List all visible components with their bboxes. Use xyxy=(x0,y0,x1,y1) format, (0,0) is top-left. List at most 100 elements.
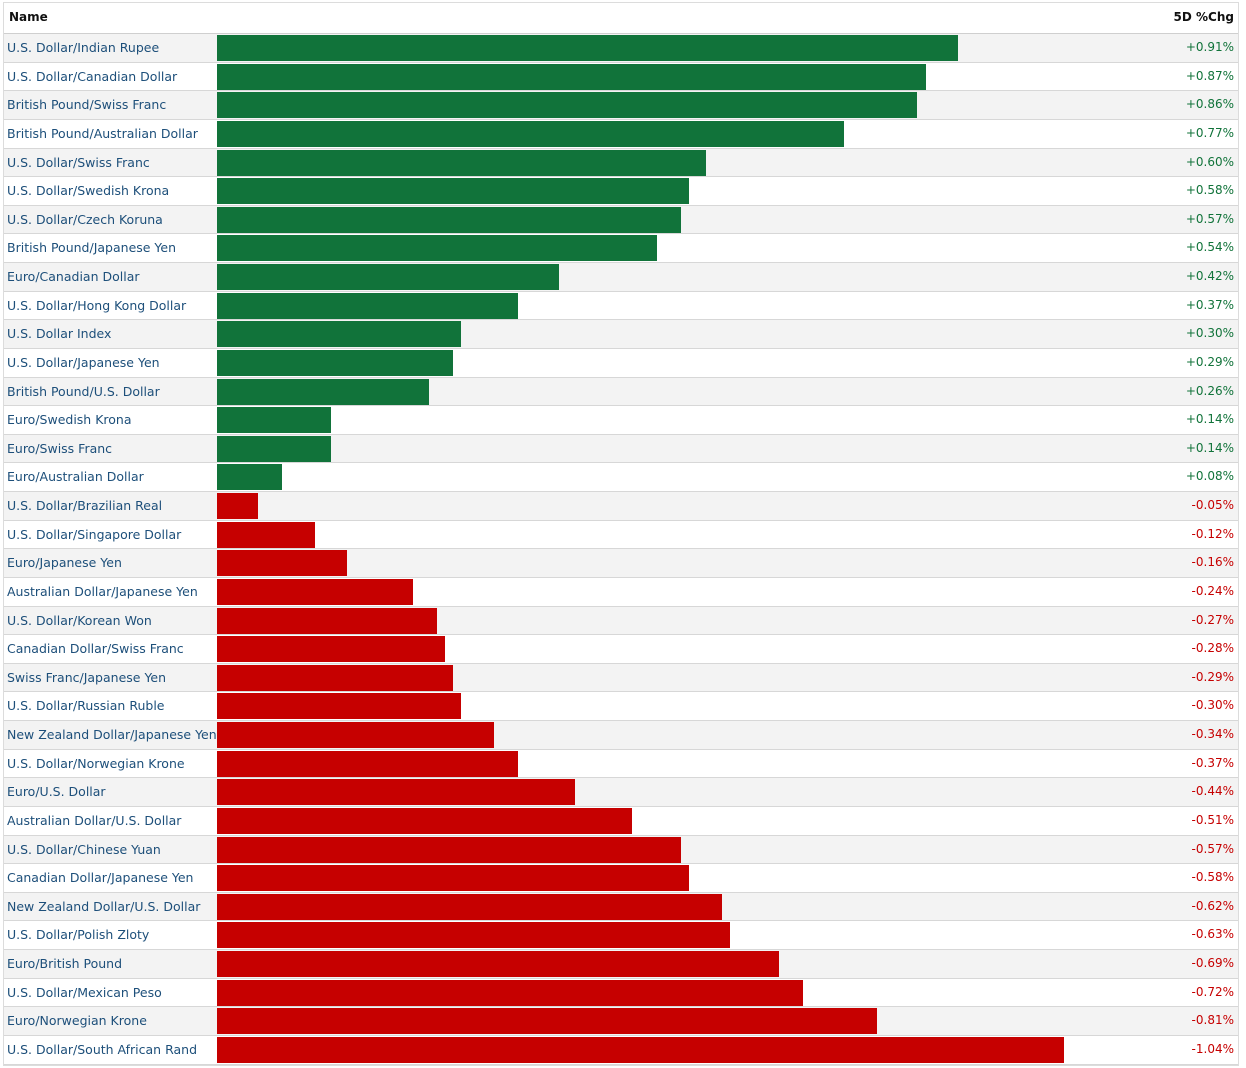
currency-pair-link[interactable]: British Pound/U.S. Dollar xyxy=(7,383,160,399)
currency-pair-link[interactable]: U.S. Dollar/Mexican Peso xyxy=(7,984,162,1000)
currency-pair-link[interactable]: New Zealand Dollar/Japanese Yen xyxy=(7,727,217,742)
change-value: -0.05% xyxy=(1191,498,1234,512)
name-column-header[interactable]: Name xyxy=(9,10,48,24)
change-value: +0.26% xyxy=(1185,383,1234,398)
currency-pair-link[interactable]: Euro/Canadian Dollar xyxy=(7,269,140,284)
currency-pair-link[interactable]: U.S. Dollar/Russian Ruble xyxy=(7,698,165,714)
change-value: +0.30% xyxy=(1185,326,1234,341)
change-bar xyxy=(217,807,633,834)
currency-pair-link[interactable]: U.S. Dollar/Canadian Dollar xyxy=(7,68,178,84)
change-value: -0.27% xyxy=(1191,612,1234,627)
change-bar xyxy=(217,607,437,634)
change-value: +0.14% xyxy=(1185,412,1234,427)
currency-pair-link[interactable]: Australian Dollar/Japanese Yen xyxy=(7,583,198,599)
currency-pair-link[interactable]: Swiss Franc/Japanese Yen xyxy=(7,669,167,685)
change-bar xyxy=(217,521,315,548)
currency-pair-link[interactable]: U.S. Dollar/Singapore Dollar xyxy=(7,526,182,542)
change-value: +0.54% xyxy=(1185,240,1234,255)
table-row: Australian Dollar/U.S. Dollar -0.51% xyxy=(4,806,1238,836)
table-row: U.S. Dollar/Norwegian Krone -0.37% xyxy=(4,749,1238,779)
change-bar xyxy=(217,865,690,892)
change-column-header[interactable]: 5D %Chg xyxy=(1173,10,1234,24)
table-row: U.S. Dollar/Indian Rupee +0.91% xyxy=(4,34,1238,63)
change-value: +0.86% xyxy=(1185,97,1234,112)
table-row: New Zealand Dollar/U.S. Dollar -0.62% xyxy=(4,892,1238,922)
currency-pair-link[interactable]: British Pound/Swiss Franc xyxy=(7,97,167,113)
currency-pair-link[interactable]: New Zealand Dollar/U.S. Dollar xyxy=(7,898,201,914)
currency-pair-link[interactable]: U.S. Dollar/Brazilian Real xyxy=(7,498,163,513)
currency-pair-link[interactable]: U.S. Dollar/Swedish Krona xyxy=(7,183,170,199)
change-bar xyxy=(217,836,682,863)
change-value: -0.81% xyxy=(1191,1013,1234,1028)
change-bar xyxy=(217,550,348,577)
currency-pair-link[interactable]: U.S. Dollar/Polish Zloty xyxy=(7,927,150,943)
table-row: U.S. Dollar/Korean Won -0.27% xyxy=(4,606,1238,636)
change-value: +0.37% xyxy=(1185,297,1234,312)
table-row: U.S. Dollar/Canadian Dollar +0.87% xyxy=(4,62,1238,92)
table-row: U.S. Dollar/Swiss Franc +0.60% xyxy=(4,148,1238,178)
change-value: +0.91% xyxy=(1185,40,1234,54)
change-value: -0.62% xyxy=(1191,898,1234,913)
change-bar xyxy=(217,206,682,233)
currency-pair-link[interactable]: Euro/Swedish Krona xyxy=(7,412,132,428)
table-row: U.S. Dollar/Swedish Krona +0.58% xyxy=(4,177,1238,206)
currency-pair-link[interactable]: U.S. Dollar Index xyxy=(7,326,112,342)
change-value: -0.34% xyxy=(1191,727,1234,741)
change-value: -0.69% xyxy=(1191,956,1234,970)
change-value: +0.29% xyxy=(1185,354,1234,369)
change-bar xyxy=(217,349,454,376)
change-bar xyxy=(217,264,560,290)
change-value: -0.29% xyxy=(1191,669,1234,684)
change-value: +0.14% xyxy=(1185,440,1234,455)
change-bar xyxy=(217,92,918,119)
performance-table: Name 5D %Chg U.S. Dollar/Indian Rupee +0.… xyxy=(3,2,1239,1066)
currency-pair-link[interactable]: British Pound/Japanese Yen xyxy=(7,240,177,256)
table-row: Swiss Franc/Japanese Yen -0.29% xyxy=(4,663,1238,693)
currency-pair-link[interactable]: Euro/Swiss Franc xyxy=(7,440,113,456)
table-row: Euro/Australian Dollar +0.08% xyxy=(4,463,1238,492)
change-value: +0.87% xyxy=(1185,68,1234,83)
change-bar xyxy=(217,1008,877,1035)
currency-pair-link[interactable]: Euro/Australian Dollar xyxy=(7,469,144,485)
currency-pair-link[interactable]: U.S. Dollar/Korean Won xyxy=(7,612,152,628)
currency-pair-link[interactable]: Euro/Norwegian Krone xyxy=(7,1013,147,1029)
change-value: -0.30% xyxy=(1191,698,1234,713)
currency-pair-link[interactable]: U.S. Dollar/Norwegian Krone xyxy=(7,755,185,771)
table-row: Euro/Japanese Yen -0.16% xyxy=(4,549,1238,578)
change-value: +0.77% xyxy=(1185,125,1234,140)
currency-pair-link[interactable]: Euro/Japanese Yen xyxy=(7,555,122,571)
currency-pair-link[interactable]: Canadian Dollar/Swiss Franc xyxy=(7,641,184,657)
currency-pair-link[interactable]: U.S. Dollar/Swiss Franc xyxy=(7,154,150,170)
table-row: U.S. Dollar/Polish Zloty -0.63% xyxy=(4,921,1238,950)
change-bar xyxy=(217,292,519,319)
currency-pair-link[interactable]: U.S. Dollar/Hong Kong Dollar xyxy=(7,297,187,313)
table-row: Euro/U.S. Dollar -0.44% xyxy=(4,778,1238,807)
change-value: -0.58% xyxy=(1191,870,1234,885)
currency-pair-link[interactable]: Canadian Dollar/Japanese Yen xyxy=(7,870,194,886)
change-value: -0.57% xyxy=(1191,841,1234,856)
currency-pair-link[interactable]: U.S. Dollar/South African Rand xyxy=(7,1041,198,1057)
change-value: -0.37% xyxy=(1191,755,1234,770)
table-header: Name 5D %Chg xyxy=(4,3,1238,34)
currency-pair-link[interactable]: U.S. Dollar/Czech Koruna xyxy=(7,211,163,227)
currency-pair-link[interactable]: U.S. Dollar/Indian Rupee xyxy=(7,40,160,55)
currency-pair-link[interactable]: Australian Dollar/U.S. Dollar xyxy=(7,812,182,828)
currency-pair-link[interactable]: Euro/British Pound xyxy=(7,956,123,971)
change-bar xyxy=(217,435,331,462)
currency-pair-link[interactable]: U.S. Dollar/Japanese Yen xyxy=(7,354,160,370)
change-bar xyxy=(217,979,804,1006)
change-value: -0.24% xyxy=(1191,583,1234,598)
change-bar xyxy=(217,951,779,977)
table-row: Canadian Dollar/Swiss Franc -0.28% xyxy=(4,635,1238,664)
change-bar xyxy=(217,63,926,90)
change-bar xyxy=(217,664,454,691)
change-bar xyxy=(217,636,445,663)
currency-pair-link[interactable]: British Pound/Australian Dollar xyxy=(7,125,198,141)
change-value: -0.51% xyxy=(1191,812,1234,827)
change-bar xyxy=(217,378,429,405)
table-row: British Pound/Japanese Yen +0.54% xyxy=(4,234,1238,263)
currency-pair-link[interactable]: Euro/U.S. Dollar xyxy=(7,784,106,800)
currency-pair-link[interactable]: U.S. Dollar/Chinese Yuan xyxy=(7,841,161,857)
table-row: Euro/Swedish Krona +0.14% xyxy=(4,406,1238,435)
change-value: -0.12% xyxy=(1191,526,1234,541)
